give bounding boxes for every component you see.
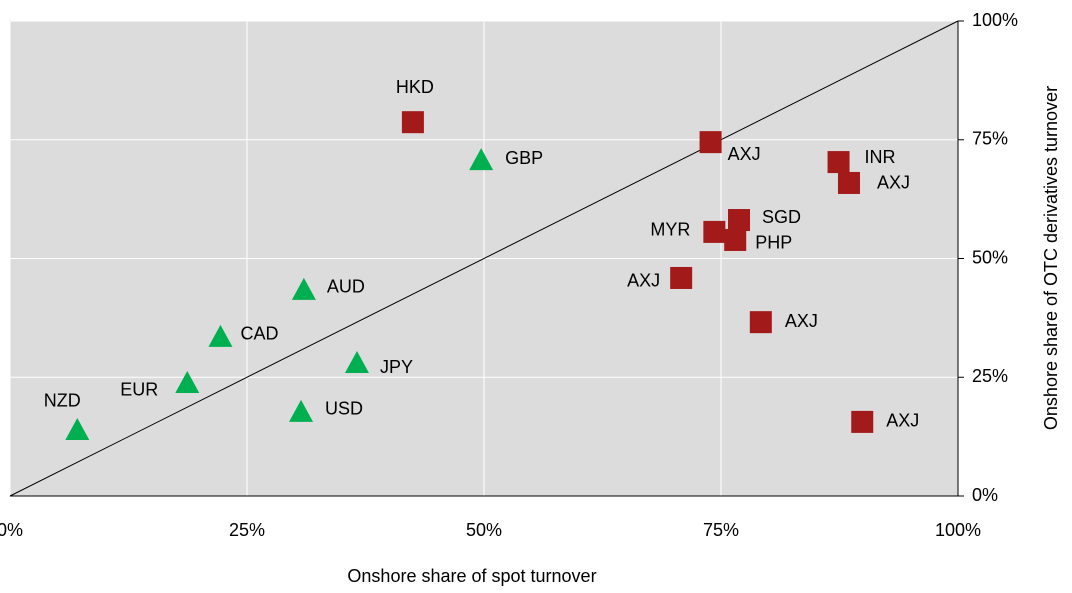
marker [175,370,200,393]
point-label: SGD [762,207,801,227]
marker [837,171,860,194]
point-label: INR [865,147,896,167]
point-label: GBP [505,148,543,168]
marker [699,131,722,154]
point-label: AXJ [886,411,919,431]
marker [469,148,494,171]
y-axis-title: Onshore share of OTC derivatives turnove… [1041,86,1061,430]
y-tick-label: 25% [972,366,1008,386]
point-label: CAD [240,324,278,344]
x-tick-label: 50% [466,520,502,540]
point-label: MYR [650,220,690,240]
marker [728,209,751,232]
marker [208,324,233,347]
y-tick-label: 50% [972,247,1008,267]
marker [703,220,726,243]
point-label: AUD [327,277,365,297]
point-label: USD [325,399,363,419]
point-label: PHP [755,233,792,253]
marker [65,417,90,440]
marker [401,111,424,134]
marker [670,266,693,289]
y-tick-label: 75% [972,129,1008,149]
point-label: AXJ [728,144,761,164]
point-label: EUR [120,380,158,400]
x-tick-label: 0% [0,520,23,540]
x-tick-label: 25% [229,520,265,540]
point-label: AXJ [627,271,660,291]
marker [344,351,369,373]
point-label: AXJ [785,311,818,331]
point-label: AXJ [877,173,910,193]
point-label: JPY [380,357,413,377]
x-axis-title: Onshore share of spot turnover [347,566,596,586]
x-tick-label: 75% [703,520,739,540]
x-tick-label: 100% [935,520,981,540]
marker [827,151,850,174]
point-label: HKD [396,77,434,97]
marker [289,399,314,422]
marker [724,228,747,251]
reference-line [9,20,959,497]
y-tick-label: 0% [972,485,998,505]
marker [291,277,316,300]
marker [851,410,874,433]
marker [749,311,772,334]
y-tick-label: 100% [972,10,1018,30]
point-label: NZD [44,391,81,411]
